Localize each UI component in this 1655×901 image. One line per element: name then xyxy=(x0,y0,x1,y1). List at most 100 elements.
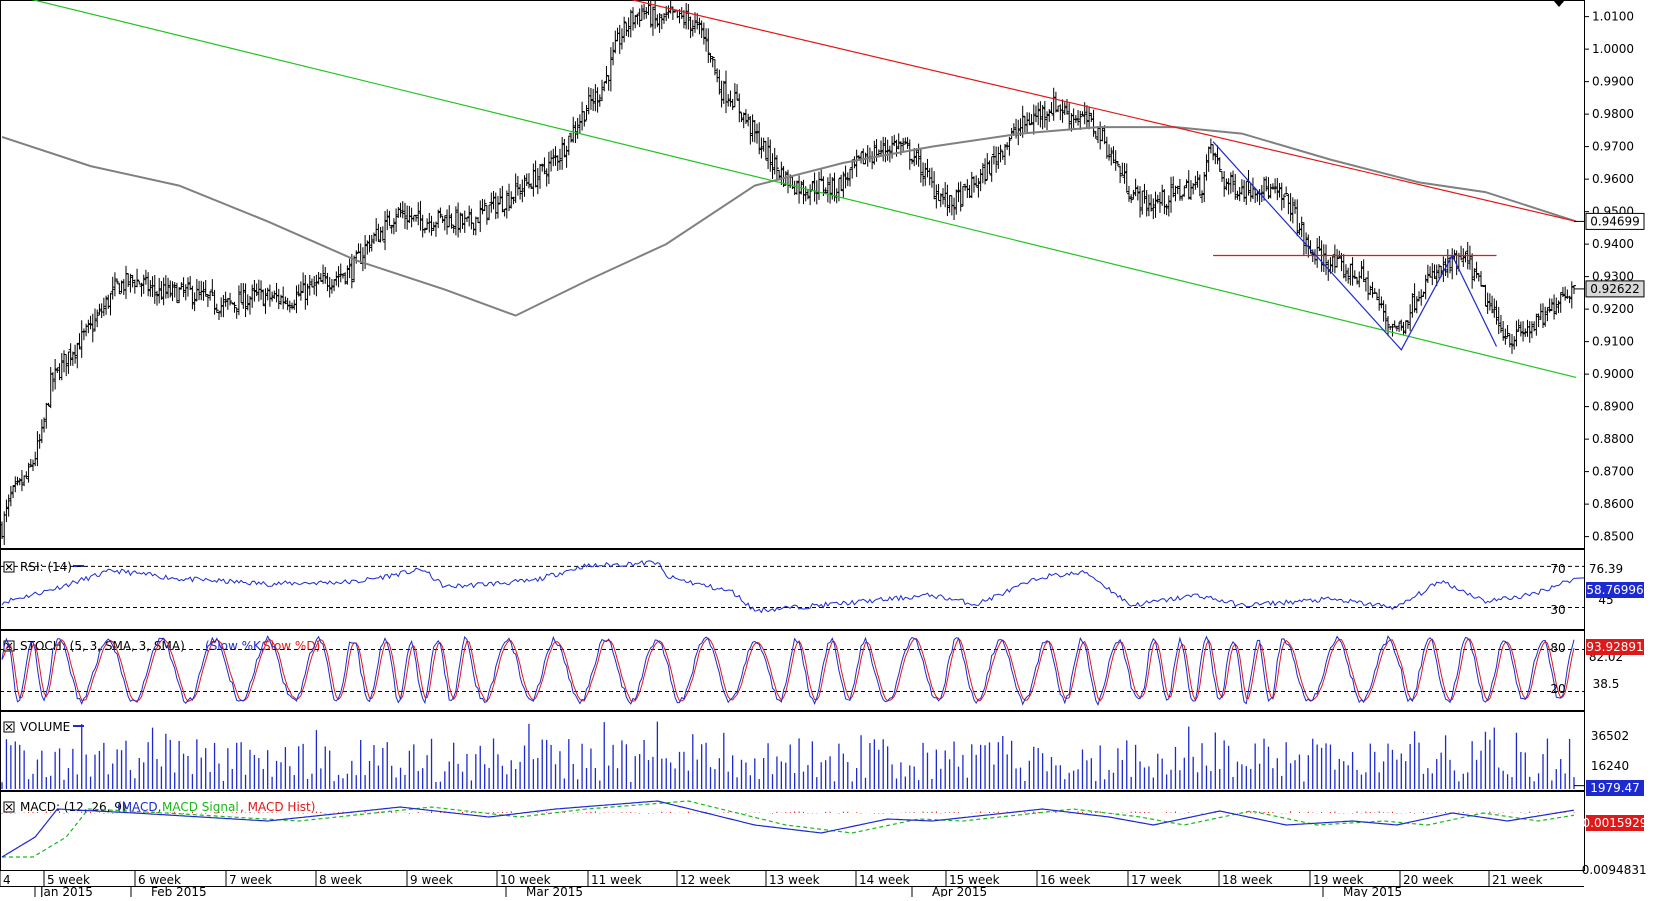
candle xyxy=(1273,178,1278,194)
candle xyxy=(214,303,219,313)
candle xyxy=(1487,293,1492,311)
candle xyxy=(323,267,328,284)
candle xyxy=(458,212,463,233)
candle xyxy=(969,171,974,198)
candle xyxy=(1155,194,1160,204)
candle xyxy=(442,215,447,231)
candle xyxy=(987,160,992,175)
candle xyxy=(958,181,963,212)
candle xyxy=(385,209,390,231)
price-tick-label: 0.9700 xyxy=(1592,140,1634,154)
candle xyxy=(748,116,753,145)
candle xyxy=(447,205,452,228)
price-tick-label: 0.9800 xyxy=(1592,107,1634,121)
price-tick-label: 0.8600 xyxy=(1592,497,1634,511)
ma-value-label: 0.94699 xyxy=(1590,214,1640,228)
candle xyxy=(1007,136,1012,156)
candle xyxy=(1485,292,1490,314)
candle xyxy=(619,28,624,50)
candle xyxy=(1175,185,1180,195)
candle xyxy=(952,197,957,220)
candle xyxy=(1405,320,1410,329)
candle xyxy=(1572,285,1576,295)
candle xyxy=(1215,145,1220,165)
volume-bars xyxy=(1,721,1585,789)
candle xyxy=(859,152,864,164)
candle xyxy=(1253,188,1258,204)
candle xyxy=(524,173,529,186)
candle xyxy=(872,140,877,165)
week-label: 13 week xyxy=(769,873,820,887)
candle xyxy=(270,291,275,302)
candle xyxy=(130,274,135,288)
candle xyxy=(1002,143,1007,166)
candle xyxy=(157,277,162,304)
candle xyxy=(509,191,514,209)
candle xyxy=(1343,264,1348,282)
candle xyxy=(77,333,82,350)
candle xyxy=(608,47,613,92)
pattern-line xyxy=(1212,141,1498,351)
candle xyxy=(712,59,717,76)
candle xyxy=(759,137,764,159)
candle xyxy=(1432,264,1437,279)
candle xyxy=(595,87,600,113)
candle xyxy=(1514,320,1519,347)
candle xyxy=(1067,103,1072,130)
candle xyxy=(1547,298,1552,313)
candle xyxy=(1115,161,1120,167)
price-tick-label: 0.8700 xyxy=(1592,465,1634,479)
candle xyxy=(1556,300,1561,314)
candle xyxy=(1047,109,1052,122)
week-label: 6 week xyxy=(138,873,181,887)
macd-axis: -0.0094831 xyxy=(1577,863,1646,877)
candle xyxy=(1383,304,1388,330)
candle xyxy=(148,280,153,297)
candle xyxy=(1186,170,1191,200)
candle xyxy=(706,28,711,64)
candle xyxy=(639,4,644,21)
candle xyxy=(1521,321,1526,342)
candle xyxy=(86,319,91,334)
candle xyxy=(1242,179,1247,203)
candle xyxy=(794,180,799,195)
candle xyxy=(228,292,233,306)
scroll-marker-icon[interactable] xyxy=(1553,0,1565,7)
candle xyxy=(544,168,549,187)
candle xyxy=(1264,176,1269,192)
candle xyxy=(380,226,385,242)
rsi-levels xyxy=(0,565,1584,608)
candle xyxy=(1479,271,1484,287)
candle xyxy=(345,265,350,285)
candle xyxy=(259,280,264,300)
candle xyxy=(181,277,186,298)
candle xyxy=(719,80,724,108)
price-tick-label: 1.0000 xyxy=(1592,42,1634,56)
price-tick-label: 0.9300 xyxy=(1592,270,1634,284)
candle xyxy=(356,243,361,254)
candle xyxy=(584,104,589,121)
candle xyxy=(994,146,999,173)
candle xyxy=(245,294,250,311)
candle xyxy=(97,303,102,316)
candle xyxy=(1122,163,1127,184)
candle xyxy=(201,281,206,301)
candle xyxy=(327,276,332,298)
support-trendline xyxy=(31,0,1577,378)
candle xyxy=(39,419,44,444)
candle xyxy=(418,200,423,231)
candle xyxy=(376,223,381,243)
candle xyxy=(405,205,410,230)
candle xyxy=(766,137,771,170)
candle xyxy=(13,476,18,493)
candle xyxy=(1558,292,1563,313)
candle xyxy=(1277,182,1282,198)
candle xyxy=(918,147,923,183)
week-label: 15 week xyxy=(949,873,1000,887)
candle xyxy=(940,187,945,205)
candle xyxy=(1202,171,1207,203)
candle xyxy=(365,240,370,255)
candle xyxy=(693,12,698,33)
candle xyxy=(126,273,131,287)
candle xyxy=(1536,313,1541,328)
